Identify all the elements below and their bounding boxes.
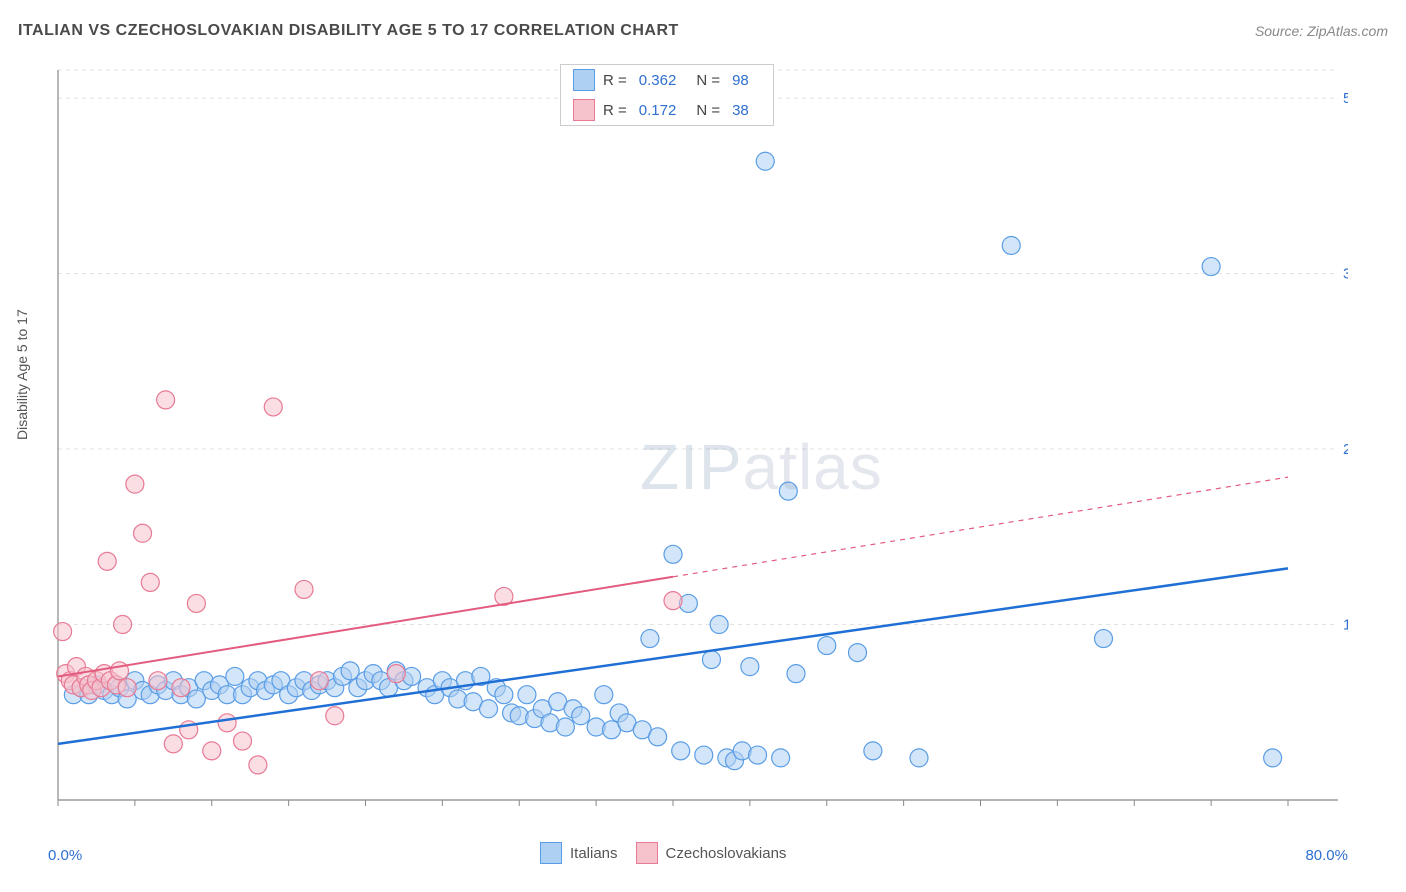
data-point <box>203 742 221 760</box>
data-point <box>772 749 790 767</box>
stats-legend: R = 0.362 N = 98 R = 0.172 N = 38 <box>560 64 774 126</box>
data-point <box>910 749 928 767</box>
data-point <box>295 580 313 598</box>
svg-text:37.5%: 37.5% <box>1343 266 1348 283</box>
data-point <box>114 616 132 634</box>
data-point <box>495 686 513 704</box>
data-point <box>226 667 244 685</box>
data-point <box>249 756 267 774</box>
data-point <box>664 592 682 610</box>
data-point <box>157 391 175 409</box>
svg-text:25.0%: 25.0% <box>1343 441 1348 458</box>
data-point <box>864 742 882 760</box>
data-point <box>1264 749 1282 767</box>
data-point <box>787 665 805 683</box>
data-point <box>849 644 867 662</box>
data-point <box>387 665 405 683</box>
data-point <box>741 658 759 676</box>
n-value: 38 <box>732 102 749 119</box>
data-point <box>749 746 767 764</box>
data-point <box>164 735 182 753</box>
data-point <box>1095 630 1113 648</box>
n-label: N = <box>696 72 720 89</box>
stats-legend-row: R = 0.362 N = 98 <box>561 65 773 95</box>
r-label: R = <box>603 102 627 119</box>
stats-legend-row: R = 0.172 N = 38 <box>561 95 773 125</box>
data-point <box>326 707 344 725</box>
data-point <box>756 152 774 170</box>
source-attribution: Source: ZipAtlas.com <box>1255 23 1388 39</box>
data-point <box>54 623 72 641</box>
data-point <box>341 662 359 680</box>
data-point <box>134 524 152 542</box>
data-point <box>118 679 136 697</box>
data-point <box>664 545 682 563</box>
data-point <box>518 686 536 704</box>
series-label: Italians <box>570 845 618 862</box>
svg-text:50.0%: 50.0% <box>1343 90 1348 107</box>
r-label: R = <box>603 72 627 89</box>
r-value: 0.172 <box>639 102 677 119</box>
series-legend: Italians Czechoslovakians <box>540 842 786 864</box>
legend-swatch <box>636 842 658 864</box>
data-point <box>672 742 690 760</box>
data-point <box>572 707 590 725</box>
legend-swatch <box>573 99 595 121</box>
data-point <box>649 728 667 746</box>
data-point <box>818 637 836 655</box>
data-point <box>695 746 713 764</box>
x-axis-max-label: 80.0% <box>1305 847 1348 864</box>
data-point <box>702 651 720 669</box>
svg-text:12.5%: 12.5% <box>1343 617 1348 634</box>
data-point <box>234 732 252 750</box>
data-point <box>218 714 236 732</box>
chart-area: 12.5% 25.0% 37.5% 50.0% <box>48 60 1348 820</box>
data-point <box>1002 236 1020 254</box>
data-point <box>595 686 613 704</box>
data-point <box>126 475 144 493</box>
data-point <box>141 573 159 591</box>
data-point <box>264 398 282 416</box>
data-point <box>98 552 116 570</box>
series-label: Czechoslovakians <box>666 845 787 862</box>
data-point <box>172 679 190 697</box>
trend-line-dashed <box>673 477 1288 577</box>
data-point <box>310 672 328 690</box>
chart-title: ITALIAN VS CZECHOSLOVAKIAN DISABILITY AG… <box>18 22 679 40</box>
data-point <box>779 482 797 500</box>
y-axis-label: Disability Age 5 to 17 <box>14 309 30 440</box>
data-point <box>556 718 574 736</box>
r-value: 0.362 <box>639 72 677 89</box>
n-value: 98 <box>732 72 749 89</box>
n-label: N = <box>696 102 720 119</box>
series-legend-item: Czechoslovakians <box>636 842 787 864</box>
data-point <box>187 594 205 612</box>
legend-swatch <box>573 69 595 91</box>
x-axis-min-label: 0.0% <box>48 847 82 864</box>
data-point <box>149 672 167 690</box>
series-legend-item: Italians <box>540 842 618 864</box>
data-point <box>1202 258 1220 276</box>
scatter-chart: 12.5% 25.0% 37.5% 50.0% <box>48 60 1348 820</box>
data-point <box>710 616 728 634</box>
legend-swatch <box>540 842 562 864</box>
data-point <box>641 630 659 648</box>
data-point <box>480 700 498 718</box>
